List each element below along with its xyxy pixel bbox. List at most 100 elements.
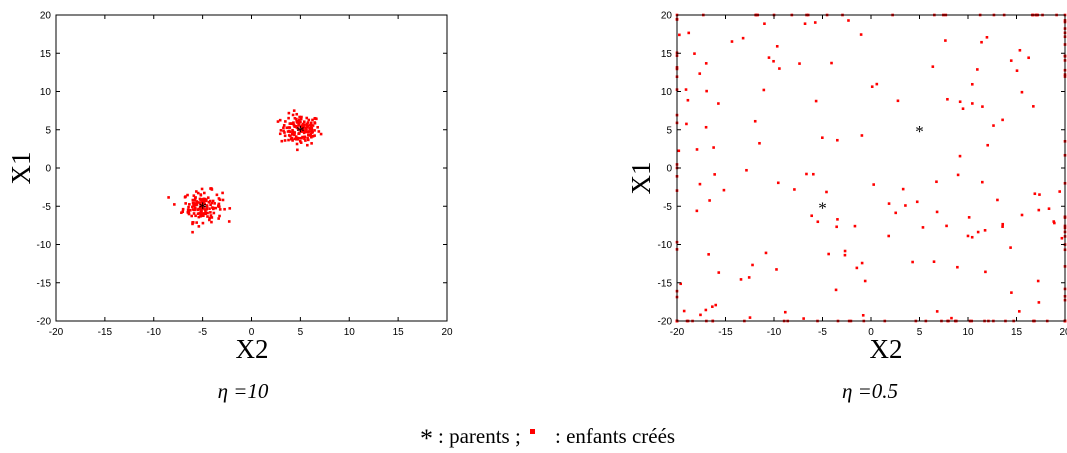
parent-marker: * [915,122,924,141]
axis-ticks: -20 -15 -10 -5 0 5 10 15 20 20 15 10 5 0 -5 -10 -15 -20 [37,11,453,339]
x-tick-label: 10 [344,327,356,338]
child-point [203,202,206,206]
child-point [288,122,292,125]
child-point [698,182,702,186]
child-point [306,138,310,142]
child-point [693,52,696,55]
child-point [751,263,754,267]
child-point [292,109,296,112]
child-point [1015,69,1019,72]
child-point [767,56,771,59]
child-point [1052,220,1056,223]
child-point [309,125,313,128]
child-point [686,98,690,102]
child-point [290,137,293,141]
child-point [305,122,309,126]
child-point [945,224,948,228]
child-point [200,209,203,212]
child-point [201,212,205,215]
child-point [294,135,298,138]
child-point [212,211,216,215]
child-point [705,89,708,93]
child-point [300,115,303,119]
child-point [1001,222,1005,226]
child-point [313,134,316,137]
child-point [306,130,310,134]
child-point [199,213,203,217]
x-tick-label: 15 [1011,327,1023,338]
child-point [1020,90,1024,94]
legend-parents-symbol: * [420,424,433,453]
child-point [835,225,838,229]
child-point [870,85,874,88]
child-point [206,196,210,199]
child-point [981,105,984,108]
y-tick-label: 10 [661,87,673,98]
child-point [181,207,185,211]
child-point [287,116,290,120]
x-tick-label: -10 [147,327,162,338]
child-point [287,126,291,129]
child-point [887,202,891,205]
child-point [921,226,925,229]
child-point [904,204,907,207]
child-point [798,62,801,65]
child-point [309,132,313,136]
child-point [187,211,190,214]
child-point [276,120,280,123]
child-point [303,129,306,133]
child-point [319,132,323,136]
child-point [200,187,204,191]
scatter-plot-eta-10: ** -20 -15 -10 -5 0 5 10 15 2020151050-5-10-15-2… [6,11,453,404]
y-tick-label: -10 [37,240,52,251]
child-point [887,234,891,238]
child-point [280,139,284,143]
child-point [209,211,212,214]
child-point [215,193,219,197]
child-point [188,208,192,212]
child-point [295,117,298,121]
child-point [308,130,311,133]
child-point [775,268,778,271]
child-point [199,193,203,197]
x-tick-label: -5 [198,327,207,338]
child-point [298,137,302,140]
child-point [228,207,232,210]
child-point [860,134,864,137]
child-point [730,40,734,43]
child-point [679,282,682,286]
child-point [208,199,212,203]
child-point [193,208,196,211]
child-point [198,201,202,204]
child-point [695,209,699,213]
child-point [967,216,971,219]
child-point [707,253,710,256]
child-point [894,211,898,215]
child-point [194,196,197,199]
child-point [200,203,203,207]
child-point [714,303,718,307]
child-point [704,62,708,65]
x-tick-label: 20 [1059,327,1067,338]
child-point [205,204,209,207]
child-point [298,128,301,132]
child-point [180,211,183,215]
child-point [717,271,721,274]
y-tick-label: 15 [661,49,673,60]
child-point [204,212,207,216]
child-point [310,129,314,132]
child-point [303,135,307,139]
y-axis-label: X1 [626,162,656,195]
child-point [1036,279,1040,283]
child-point [198,197,202,201]
child-point [192,194,196,197]
child-point [704,308,708,312]
child-point [296,136,300,140]
child-point [810,214,813,218]
child-point [293,131,296,134]
child-point [191,205,194,209]
child-point [208,218,211,222]
child-point [211,199,215,203]
child-point [677,149,681,153]
child-point [291,139,294,142]
